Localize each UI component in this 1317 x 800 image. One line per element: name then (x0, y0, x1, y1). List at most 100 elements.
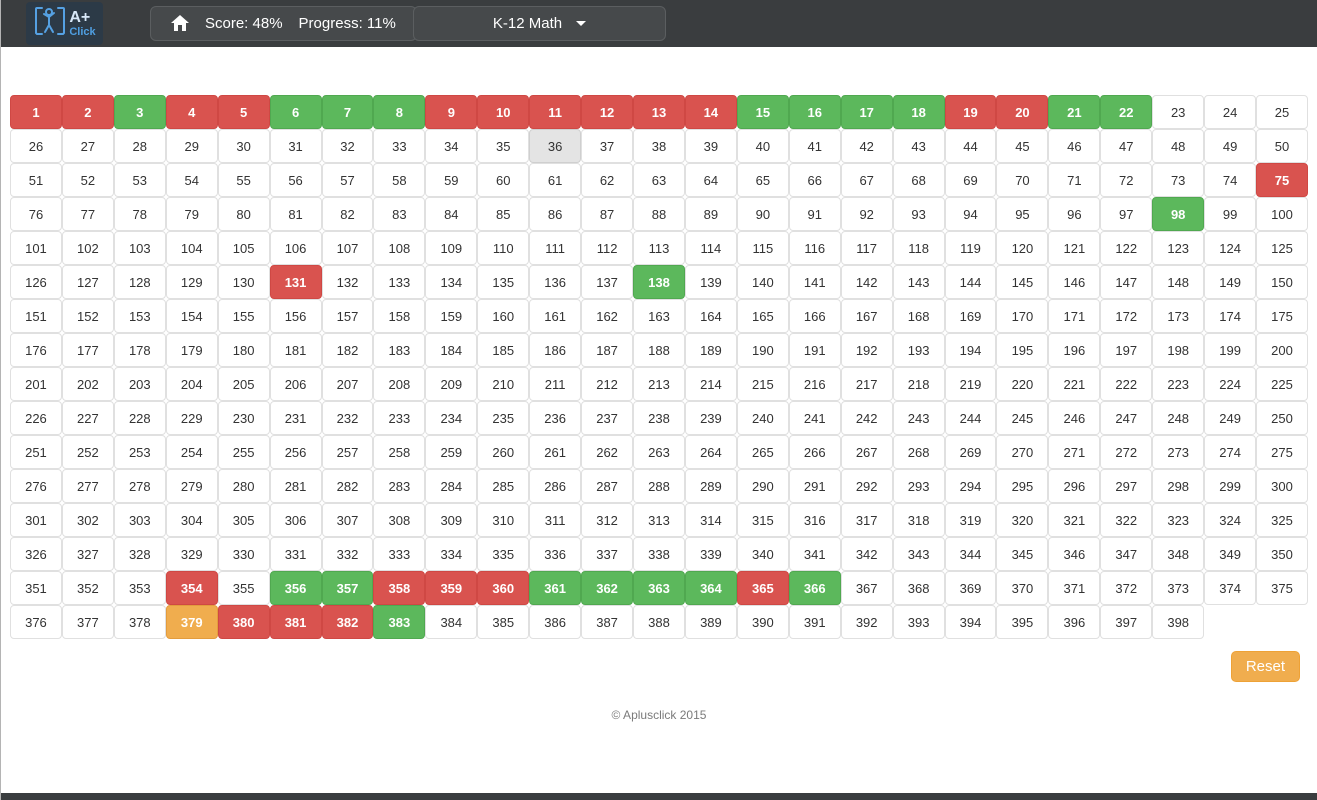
grid-cell[interactable]: 373 (1152, 571, 1205, 605)
grid-cell[interactable]: 42 (840, 129, 893, 163)
grid-cell[interactable]: 354 (165, 571, 218, 605)
grid-cell[interactable]: 136 (529, 265, 582, 299)
grid-cell[interactable]: 62 (581, 163, 634, 197)
grid-cell[interactable]: 324 (1204, 503, 1257, 537)
grid-cell[interactable]: 150 (1256, 265, 1308, 299)
grid-cell[interactable]: 231 (269, 401, 322, 435)
grid-cell[interactable]: 255 (217, 435, 270, 469)
grid-cell[interactable]: 320 (996, 503, 1049, 537)
grid-cell[interactable]: 267 (840, 435, 893, 469)
grid-cell[interactable]: 269 (944, 435, 997, 469)
grid-cell[interactable]: 252 (61, 435, 114, 469)
grid-cell[interactable]: 300 (1256, 469, 1308, 503)
grid-cell[interactable]: 272 (1100, 435, 1153, 469)
grid-cell[interactable]: 271 (1048, 435, 1101, 469)
grid-cell[interactable]: 158 (373, 299, 426, 333)
grid-cell[interactable]: 70 (996, 163, 1049, 197)
grid-cell[interactable]: 90 (736, 197, 789, 231)
grid-cell[interactable]: 245 (996, 401, 1049, 435)
grid-cell[interactable]: 117 (840, 231, 893, 265)
grid-cell[interactable]: 45 (996, 129, 1049, 163)
grid-cell[interactable]: 37 (581, 129, 634, 163)
grid-cell[interactable]: 198 (1152, 333, 1205, 367)
grid-cell[interactable]: 285 (477, 469, 530, 503)
grid-cell[interactable]: 319 (944, 503, 997, 537)
grid-cell[interactable]: 171 (1048, 299, 1101, 333)
grid-cell[interactable]: 369 (944, 571, 997, 605)
grid-cell[interactable]: 338 (633, 537, 685, 571)
grid-cell[interactable]: 46 (1048, 129, 1101, 163)
grid-cell[interactable]: 166 (788, 299, 841, 333)
grid-cell[interactable]: 125 (1256, 231, 1308, 265)
grid-cell[interactable]: 298 (1152, 469, 1205, 503)
grid-cell[interactable]: 54 (165, 163, 218, 197)
grid-cell[interactable]: 142 (840, 265, 893, 299)
grid-cell[interactable]: 372 (1100, 571, 1153, 605)
grid-cell[interactable]: 303 (113, 503, 166, 537)
grid-cell[interactable]: 115 (736, 231, 789, 265)
grid-cell[interactable]: 4 (165, 95, 218, 129)
grid-cell[interactable]: 241 (788, 401, 841, 435)
grid-cell[interactable]: 63 (633, 163, 685, 197)
grid-cell[interactable]: 217 (840, 367, 893, 401)
grid-cell[interactable]: 250 (1256, 401, 1308, 435)
grid-cell[interactable]: 157 (321, 299, 374, 333)
grid-cell[interactable]: 210 (477, 367, 530, 401)
grid-cell[interactable]: 317 (840, 503, 893, 537)
grid-cell[interactable]: 353 (113, 571, 166, 605)
grid-cell[interactable]: 75 (1256, 163, 1308, 197)
grid-cell[interactable]: 88 (633, 197, 685, 231)
grid-cell[interactable]: 367 (840, 571, 893, 605)
grid-cell[interactable]: 134 (425, 265, 478, 299)
grid-cell[interactable]: 151 (10, 299, 62, 333)
grid-cell[interactable]: 2 (61, 95, 114, 129)
grid-cell[interactable]: 247 (1100, 401, 1153, 435)
grid-cell[interactable]: 145 (996, 265, 1049, 299)
grid-cell[interactable]: 234 (425, 401, 478, 435)
grid-cell[interactable]: 162 (581, 299, 634, 333)
grid-cell[interactable]: 292 (840, 469, 893, 503)
grid-cell[interactable]: 208 (373, 367, 426, 401)
grid-cell[interactable]: 308 (373, 503, 426, 537)
grid-cell[interactable]: 196 (1048, 333, 1101, 367)
grid-cell[interactable]: 146 (1048, 265, 1101, 299)
grid-cell[interactable]: 175 (1256, 299, 1308, 333)
grid-cell[interactable]: 381 (269, 605, 322, 639)
grid-cell[interactable]: 221 (1048, 367, 1101, 401)
grid-cell[interactable]: 64 (684, 163, 737, 197)
grid-cell[interactable]: 257 (321, 435, 374, 469)
grid-cell[interactable]: 29 (165, 129, 218, 163)
grid-cell[interactable]: 3 (113, 95, 166, 129)
grid-cell[interactable]: 379 (165, 605, 218, 639)
grid-cell[interactable]: 30 (217, 129, 270, 163)
grid-cell[interactable]: 116 (788, 231, 841, 265)
grid-cell[interactable]: 386 (529, 605, 582, 639)
grid-cell[interactable]: 77 (61, 197, 114, 231)
grid-cell[interactable]: 167 (840, 299, 893, 333)
grid-cell[interactable]: 261 (529, 435, 582, 469)
grid-cell[interactable]: 122 (1100, 231, 1153, 265)
grid-cell[interactable]: 388 (633, 605, 685, 639)
grid-cell[interactable]: 124 (1204, 231, 1257, 265)
grid-cell[interactable]: 112 (581, 231, 634, 265)
grid-cell[interactable]: 273 (1152, 435, 1205, 469)
grid-cell[interactable]: 200 (1256, 333, 1308, 367)
grid-cell[interactable]: 223 (1152, 367, 1205, 401)
grid-cell[interactable]: 375 (1256, 571, 1308, 605)
grid-cell[interactable]: 382 (321, 605, 374, 639)
grid-cell[interactable]: 276 (10, 469, 62, 503)
grid-cell[interactable]: 14 (684, 95, 737, 129)
grid-cell[interactable]: 225 (1256, 367, 1308, 401)
grid-cell[interactable]: 224 (1204, 367, 1257, 401)
grid-cell[interactable]: 137 (581, 265, 634, 299)
grid-cell[interactable]: 263 (633, 435, 685, 469)
grid-cell[interactable]: 177 (61, 333, 114, 367)
grid-cell[interactable]: 306 (269, 503, 322, 537)
grid-cell[interactable]: 302 (61, 503, 114, 537)
grid-cell[interactable]: 49 (1204, 129, 1257, 163)
course-selector-dropdown[interactable]: K-12 Math (413, 6, 666, 41)
grid-cell[interactable]: 344 (944, 537, 997, 571)
grid-cell[interactable]: 213 (633, 367, 685, 401)
grid-cell[interactable]: 380 (217, 605, 270, 639)
grid-cell[interactable]: 274 (1204, 435, 1257, 469)
